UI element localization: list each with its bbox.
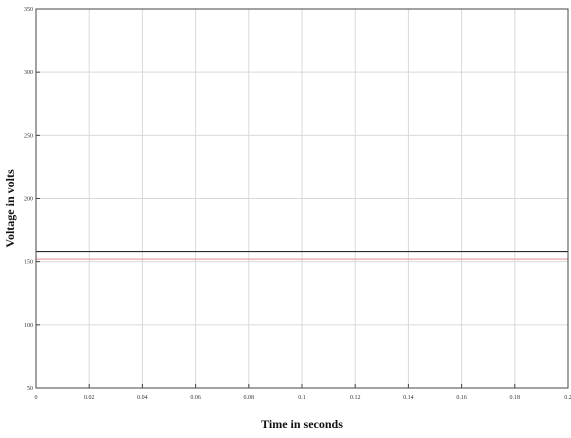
y-tick-label: 300 — [24, 70, 33, 76]
tick-labels: 0 0.02 0.04 0.06 0.08 0.1 0.12 0.14 0.16 0.18 0.2 5… — [24, 7, 571, 401]
x-tick-label: 0 — [35, 395, 38, 401]
y-tick-label: 100 — [24, 323, 33, 329]
y-tick-label: 250 — [24, 133, 33, 139]
x-tick-label: 0.04 — [137, 395, 148, 401]
x-tick-label: 0.08 — [244, 395, 255, 401]
x-tick-label: 0.06 — [190, 395, 201, 401]
y-axis-label: Voltage in volts — [3, 169, 17, 248]
y-tick-label: 150 — [24, 260, 33, 266]
series-layer — [36, 250, 568, 260]
x-tick-label: 0.18 — [510, 395, 521, 401]
x-tick-label: 0.02 — [84, 395, 95, 401]
x-tick-label: 0.12 — [350, 395, 361, 401]
grid-lines — [36, 9, 568, 388]
x-tick-label: 0.2 — [564, 395, 571, 401]
x-tick-label: 0.1 — [298, 395, 306, 401]
x-axis-label: Time in seconds — [261, 417, 343, 431]
y-tick-label: 200 — [24, 197, 33, 203]
x-tick-label: 0.14 — [403, 395, 414, 401]
y-tick-label: 350 — [24, 7, 33, 13]
y-tick-label: 50 — [27, 386, 33, 392]
x-tick-label: 0.16 — [456, 395, 467, 401]
